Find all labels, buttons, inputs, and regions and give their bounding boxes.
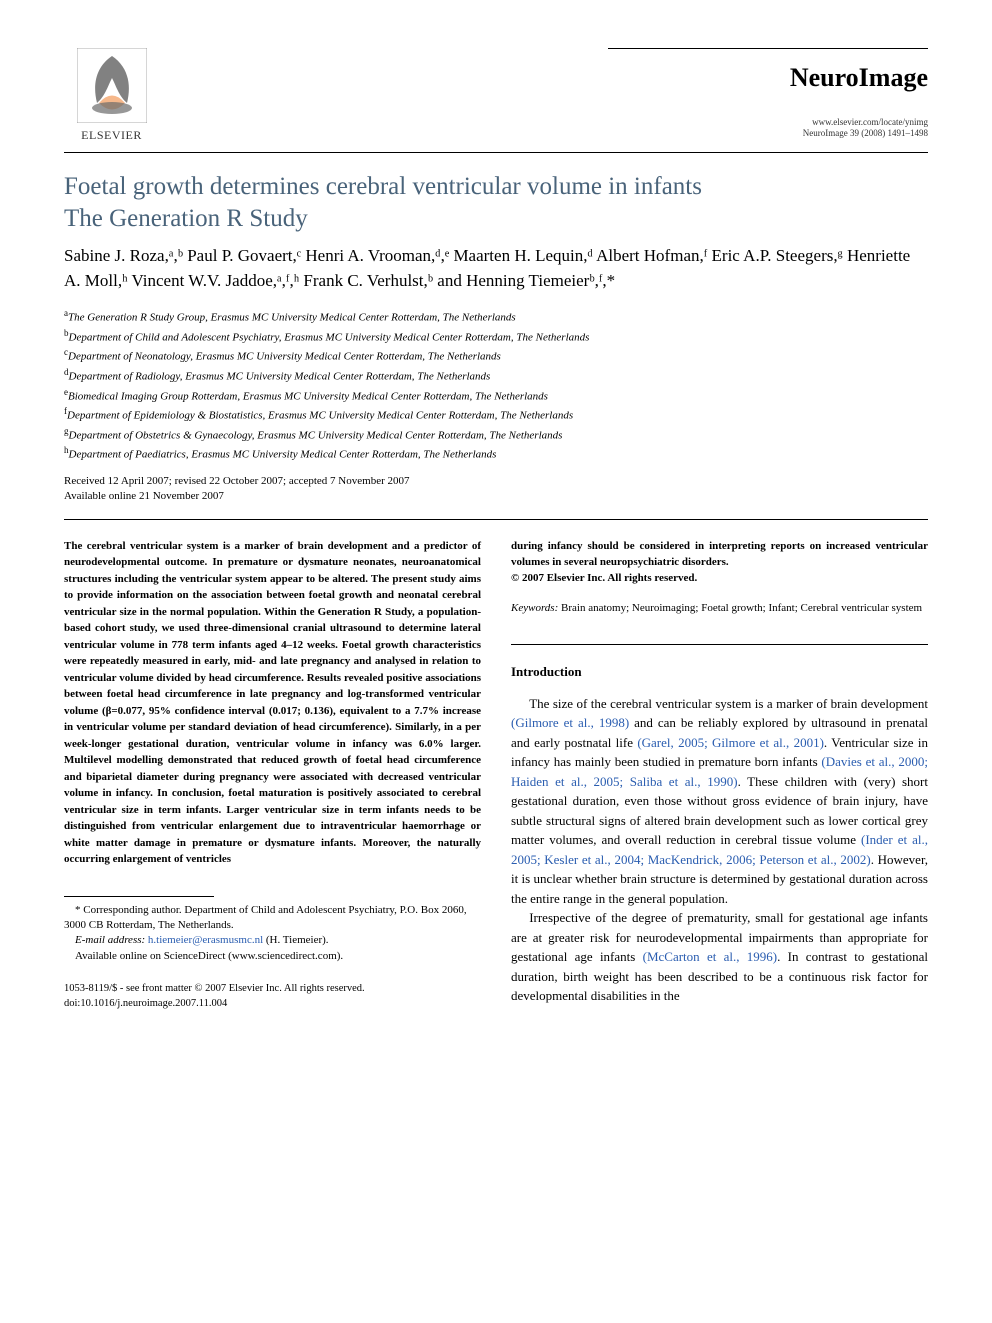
author-list: Sabine J. Roza,ᵃ,ᵇ Paul P. Govaert,ᶜ Hen… [64, 244, 928, 293]
affiliation: aThe Generation R Study Group, Erasmus M… [64, 307, 928, 327]
journal-locate: www.elsevier.com/locate/ynimg [608, 117, 928, 129]
email-address[interactable]: h.tiemeier@erasmusmc.nl [148, 934, 263, 946]
affiliation: hDepartment of Paediatrics, Erasmus MC U… [64, 444, 928, 464]
abstract-continued: during infancy should be considered in i… [511, 538, 928, 571]
email-suffix: (H. Tiemeier). [263, 934, 328, 946]
affiliation: bDepartment of Child and Adolescent Psyc… [64, 327, 928, 347]
publisher-name: ELSEVIER [81, 127, 142, 144]
sciencedirect-note: Available online on ScienceDirect (www.s… [64, 949, 481, 964]
email-line: E-mail address: h.tiemeier@erasmusmc.nl … [64, 933, 481, 948]
bottom-meta: 1053-8119/$ - see front matter © 2007 El… [64, 982, 481, 1011]
intro-p1: The size of the cerebral ventricular sys… [511, 694, 928, 909]
header: ELSEVIER NeuroImage www.elsevier.com/loc… [64, 48, 928, 144]
article-dates: Received 12 April 2007; revised 22 Octob… [64, 474, 928, 505]
affiliation: fDepartment of Epidemiology & Biostatist… [64, 405, 928, 425]
front-matter: 1053-8119/$ - see front matter © 2007 El… [64, 982, 481, 997]
email-label: E-mail address: [75, 934, 148, 946]
intro-heading: Introduction [511, 663, 928, 682]
rule [64, 519, 928, 520]
affiliations: aThe Generation R Study Group, Erasmus M… [64, 307, 928, 464]
journal-name: NeuroImage [608, 59, 928, 97]
left-column: The cerebral ventricular system is a mar… [64, 538, 481, 1012]
doi: doi:10.1016/j.neuroimage.2007.11.004 [64, 997, 481, 1012]
citation[interactable]: (Garel, 2005; Gilmore et al., 2001) [637, 735, 824, 750]
citation[interactable]: (McCarton et al., 1996) [643, 949, 778, 964]
keywords: Keywords: Brain anatomy; Neuroimaging; F… [511, 601, 928, 616]
article-title: Foetal growth determines cerebral ventri… [64, 171, 928, 234]
citation[interactable]: (Gilmore et al., 1998) [511, 715, 629, 730]
corresponding-author: * Corresponding author. Department of Ch… [64, 903, 481, 934]
intro-p2: Irrespective of the degree of prematurit… [511, 908, 928, 1006]
rule [511, 644, 928, 645]
affiliation: dDepartment of Radiology, Erasmus MC Uni… [64, 366, 928, 386]
journal-rule [608, 48, 928, 49]
title-line-1: Foetal growth determines cerebral ventri… [64, 173, 702, 200]
rule [64, 152, 928, 153]
elsevier-logo-icon [77, 48, 147, 123]
abstract-text: The cerebral ventricular system is a mar… [64, 538, 481, 868]
dates-received: Received 12 April 2007; revised 22 Octob… [64, 474, 928, 489]
right-column: during infancy should be considered in i… [511, 538, 928, 1012]
affiliation: eBiomedical Imaging Group Rotterdam, Era… [64, 386, 928, 406]
dates-online: Available online 21 November 2007 [64, 489, 928, 504]
affiliation: cDepartment of Neonatology, Erasmus MC U… [64, 346, 928, 366]
journal-block: NeuroImage www.elsevier.com/locate/ynimg… [608, 48, 928, 140]
footnote-rule [64, 896, 214, 897]
content-columns: The cerebral ventricular system is a mar… [64, 538, 928, 1012]
journal-citation: NeuroImage 39 (2008) 1491–1498 [608, 128, 928, 140]
journal-meta: www.elsevier.com/locate/ynimg NeuroImage… [608, 117, 928, 140]
copyright: © 2007 Elsevier Inc. All rights reserved… [511, 571, 928, 587]
title-line-2: The Generation R Study [64, 205, 308, 232]
publisher-block: ELSEVIER [64, 48, 159, 144]
affiliation: gDepartment of Obstetrics & Gynaecology,… [64, 425, 928, 445]
keywords-label: Keywords: [511, 602, 558, 614]
keywords-text: Brain anatomy; Neuroimaging; Foetal grow… [558, 602, 922, 614]
